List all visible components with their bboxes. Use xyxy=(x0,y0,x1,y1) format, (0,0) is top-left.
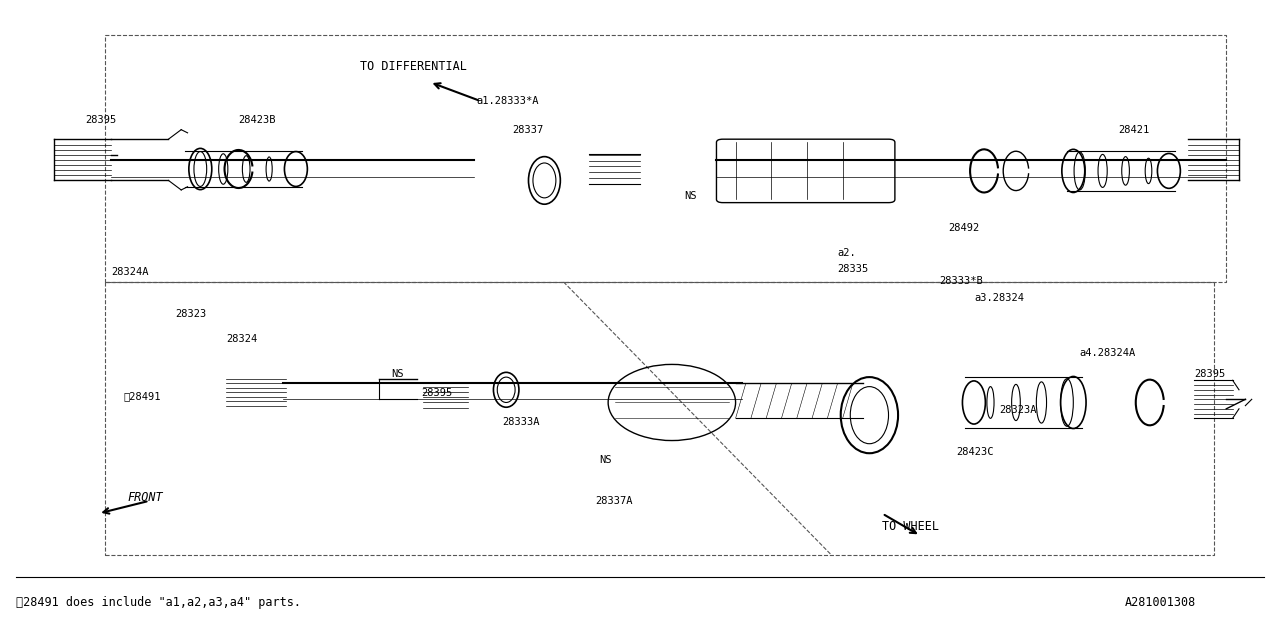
Text: a1.28333*A: a1.28333*A xyxy=(477,96,539,106)
Text: a4.28324A: a4.28324A xyxy=(1080,348,1135,358)
Text: 28333*B: 28333*B xyxy=(940,276,983,285)
Text: 28423C: 28423C xyxy=(956,447,993,457)
Text: TO DIFFERENTIAL: TO DIFFERENTIAL xyxy=(360,60,466,73)
Text: 28337: 28337 xyxy=(512,125,544,134)
Text: 28337A: 28337A xyxy=(595,496,632,506)
Text: 28324: 28324 xyxy=(225,334,257,344)
Text: 28492: 28492 xyxy=(948,223,979,233)
Text: NS: NS xyxy=(599,454,612,465)
Text: 28323A: 28323A xyxy=(1000,405,1037,415)
Text: 28333A: 28333A xyxy=(502,417,540,426)
Text: 28323: 28323 xyxy=(175,308,206,319)
Text: 28324A: 28324A xyxy=(111,268,148,277)
Text: 28395: 28395 xyxy=(421,388,452,398)
Text: a2.: a2. xyxy=(837,248,856,259)
Text: 28395: 28395 xyxy=(1194,369,1226,379)
Text: NS: NS xyxy=(392,369,404,379)
Text: 28421: 28421 xyxy=(1117,125,1149,134)
Text: a3.28324: a3.28324 xyxy=(974,292,1024,303)
Text: FRONT: FRONT xyxy=(128,491,164,504)
Text: ※28491: ※28491 xyxy=(124,391,161,401)
Text: 28395: 28395 xyxy=(86,115,116,125)
Text: ※28491 does include "a1,a2,a3,a4" parts.: ※28491 does include "a1,a2,a3,a4" parts. xyxy=(15,596,301,609)
Text: 28423B: 28423B xyxy=(238,115,276,125)
Text: A281001308: A281001308 xyxy=(1124,596,1196,609)
Text: TO WHEEL: TO WHEEL xyxy=(882,520,940,532)
Text: 28335: 28335 xyxy=(837,264,869,275)
Text: NS: NS xyxy=(685,191,698,202)
